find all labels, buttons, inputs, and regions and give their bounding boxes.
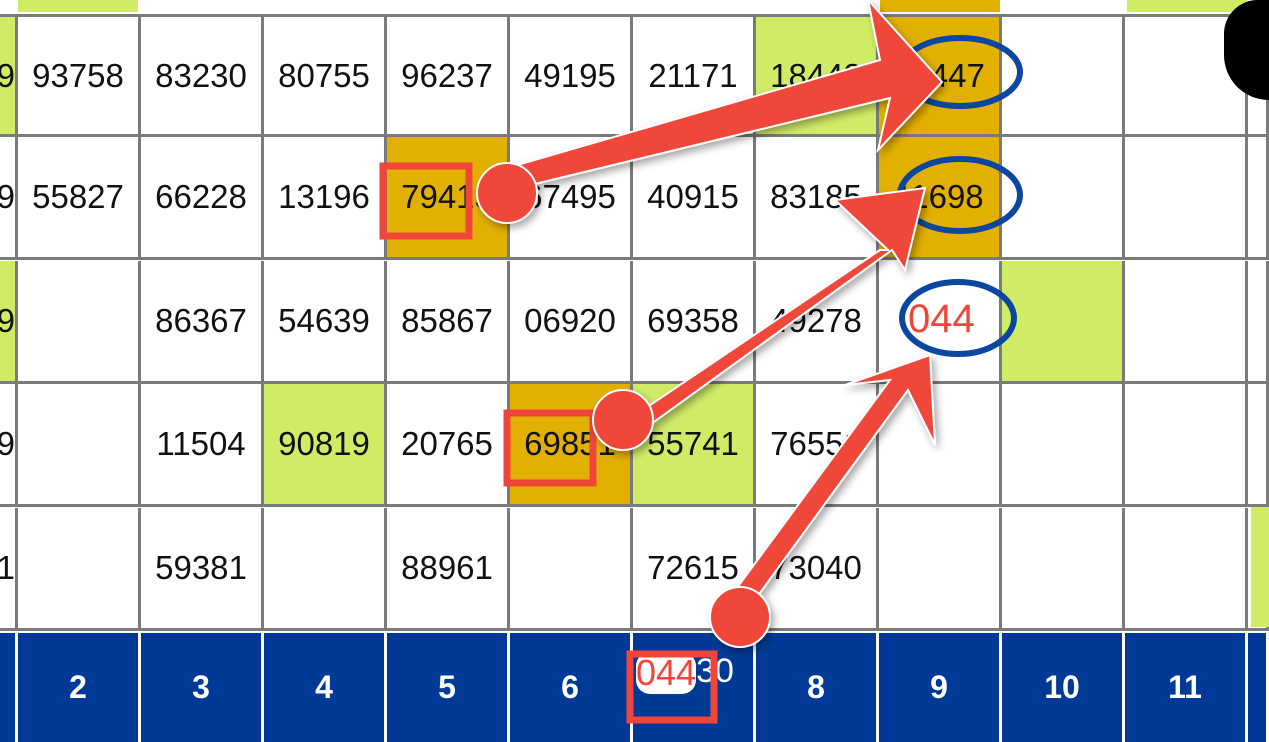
table-cell: 40915 (633, 137, 756, 261)
table-cell: 59381 (141, 507, 264, 631)
table-cell: 83230 (141, 14, 264, 137)
table-cell (1248, 260, 1269, 384)
table-cell (18, 507, 141, 631)
table-cell: 9 (0, 260, 18, 384)
box-794 (379, 162, 473, 240)
table-cell: 88961 (387, 507, 510, 631)
table-cell (1002, 384, 1125, 508)
table-cell (1002, 14, 1125, 137)
partial-cell (880, 0, 1000, 12)
arrow-2 (626, 186, 927, 434)
table-cell (1002, 260, 1125, 384)
table-cell (1248, 384, 1269, 508)
box-6985 (503, 409, 597, 487)
table-cell: 96237 (387, 14, 510, 137)
table-cell: 93758 (18, 14, 141, 137)
table-cell (1125, 260, 1248, 384)
table-cell: 13196 (264, 137, 387, 261)
circled-result-044: 044 (908, 297, 975, 341)
table-cell: 11504 (141, 384, 264, 508)
table-cell: 80755 (264, 14, 387, 137)
arrow-3 (726, 353, 936, 614)
column-header[interactable]: 4 (264, 633, 387, 742)
table-cell: 1 (0, 507, 18, 631)
column-header[interactable]: 2 (18, 633, 141, 742)
table-cell (879, 260, 1002, 384)
table-cell: 98447 (879, 14, 1002, 137)
table-cell: 9 (0, 14, 18, 137)
table-cell: 66228 (141, 137, 264, 261)
table-cell (1002, 137, 1125, 261)
table-cell (1002, 507, 1125, 631)
table-cell: 54639 (264, 260, 387, 384)
table-cell (264, 507, 387, 631)
table-cell: 55827 (18, 137, 141, 261)
table-cell: 9 (0, 137, 18, 261)
table-cell: 85867 (387, 260, 510, 384)
arrow-2-dot (592, 389, 654, 451)
table-cell (1248, 137, 1269, 261)
partial-cell (1251, 507, 1269, 627)
column-header[interactable] (1248, 633, 1269, 742)
column-header[interactable]: 6 (510, 633, 633, 742)
table-cell: 06920 (510, 260, 633, 384)
table-cell (1125, 384, 1248, 508)
column-header[interactable]: 3 (141, 633, 264, 742)
table-cell (879, 507, 1002, 631)
boxed-044-text: 044 (636, 652, 697, 694)
column-header[interactable]: 11 (1125, 633, 1248, 742)
table-cell: 86367 (141, 260, 264, 384)
arrow-1 (498, 0, 944, 192)
partial-cell (18, 0, 138, 12)
arrow-3-dot (709, 586, 771, 648)
column-header[interactable]: 5 (387, 633, 510, 742)
table-cell: 90819 (264, 384, 387, 508)
table-cell (1125, 507, 1248, 631)
arrow-1-dot (476, 162, 538, 224)
table-cell (18, 384, 141, 508)
table-cell: 49195 (510, 14, 633, 137)
column-header[interactable]: 9 (879, 633, 1002, 742)
column-header[interactable]: 8 (756, 633, 879, 742)
table-cell (879, 384, 1002, 508)
column-header[interactable] (0, 633, 18, 742)
column-header[interactable]: 10 (1002, 633, 1125, 742)
table-cell (510, 507, 633, 631)
circle-044 (899, 279, 1017, 357)
table-cell: 9 (0, 384, 18, 508)
box-044-header (626, 650, 718, 724)
table-cell: 67495 (510, 137, 633, 261)
table-cell (1125, 137, 1248, 261)
partial-cell (1127, 0, 1247, 12)
table-cell (18, 260, 141, 384)
